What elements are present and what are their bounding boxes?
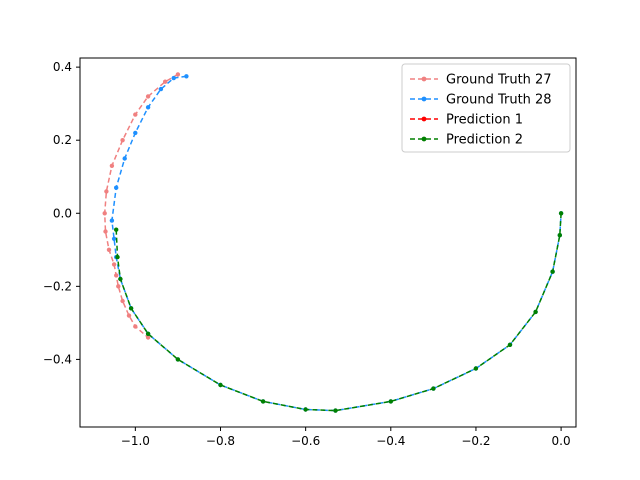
legend-swatch-marker [421,136,427,142]
x-tick-label: −0.6 [291,434,320,448]
y-tick-label: 0.0 [53,206,72,220]
data-point [303,407,308,412]
data-point [260,399,266,404]
legend-item: Prediction 1 [410,113,523,128]
data-point [145,105,151,110]
data-point [109,218,115,223]
x-tick-label: −0.4 [376,434,405,448]
legend-label: Prediction 2 [446,133,523,148]
legend-item: Prediction 2 [410,133,523,148]
data-point [388,399,393,404]
y-tick-label: 0.2 [53,133,72,147]
data-point [171,75,176,81]
data-point [163,79,168,84]
data-point [333,408,338,413]
legend-label: Ground Truth 27 [446,73,552,88]
series-line-0 [103,73,179,339]
data-point [104,189,109,194]
y-tick-label: 0.4 [53,60,72,74]
legend: Ground Truth 27 Ground Truth 28 Prediction… [401,63,571,153]
data-point [507,342,513,347]
x-tick-label: 0.0 [552,434,571,448]
data-point [145,335,151,340]
legend-label: Prediction 1 [446,113,523,128]
data-point [114,273,119,278]
legend-swatch-marker [421,96,427,102]
data-point [109,163,115,168]
data-point [120,298,125,304]
data-point [126,313,132,318]
data-point [558,211,564,216]
data-point [557,233,562,238]
series-0 [102,72,181,340]
data-point [218,382,223,388]
x-axis: −1.0 −0.8 −0.6 −0.4 −0.2 0.0 [121,427,571,448]
data-point [106,247,112,252]
data-point [111,236,117,241]
legend-item: Ground Truth 27 [410,73,552,88]
data-point [133,130,138,136]
data-point [533,309,538,315]
data-point [115,254,120,260]
data-point [175,72,181,77]
y-tick-label: −0.4 [43,352,72,366]
data-point [128,306,134,311]
data-point [158,86,164,92]
data-point [145,94,151,99]
x-tick-label: −0.8 [206,434,235,448]
x-tick-label: −0.2 [461,434,490,448]
series-3 [114,211,564,413]
legend-swatch-marker [421,116,427,122]
data-point [431,386,436,391]
data-point [120,138,125,143]
legend-swatch-marker [421,76,427,82]
data-point [122,156,127,161]
data-point [114,227,119,232]
data-point [175,357,181,362]
x-tick-label: −1.0 [121,434,150,448]
data-point [184,74,189,79]
plot-area [102,72,564,413]
data-point [116,284,121,289]
data-point [118,276,123,282]
y-tick-label: −0.2 [43,279,72,293]
legend-item: Ground Truth 28 [410,93,552,108]
legend-box [401,63,571,153]
series-line-3 [115,213,562,412]
data-point [111,262,117,267]
data-point [473,366,479,371]
data-point [114,185,119,190]
axes-frame [79,57,577,428]
data-point [103,229,108,234]
y-axis: −0.4 −0.2 0.0 0.2 0.4 [43,60,80,366]
data-point [102,211,107,216]
data-point [133,324,138,329]
data-point [133,112,138,117]
data-point [550,269,555,274]
legend-label: Ground Truth 28 [446,93,552,108]
data-point [145,331,151,336]
